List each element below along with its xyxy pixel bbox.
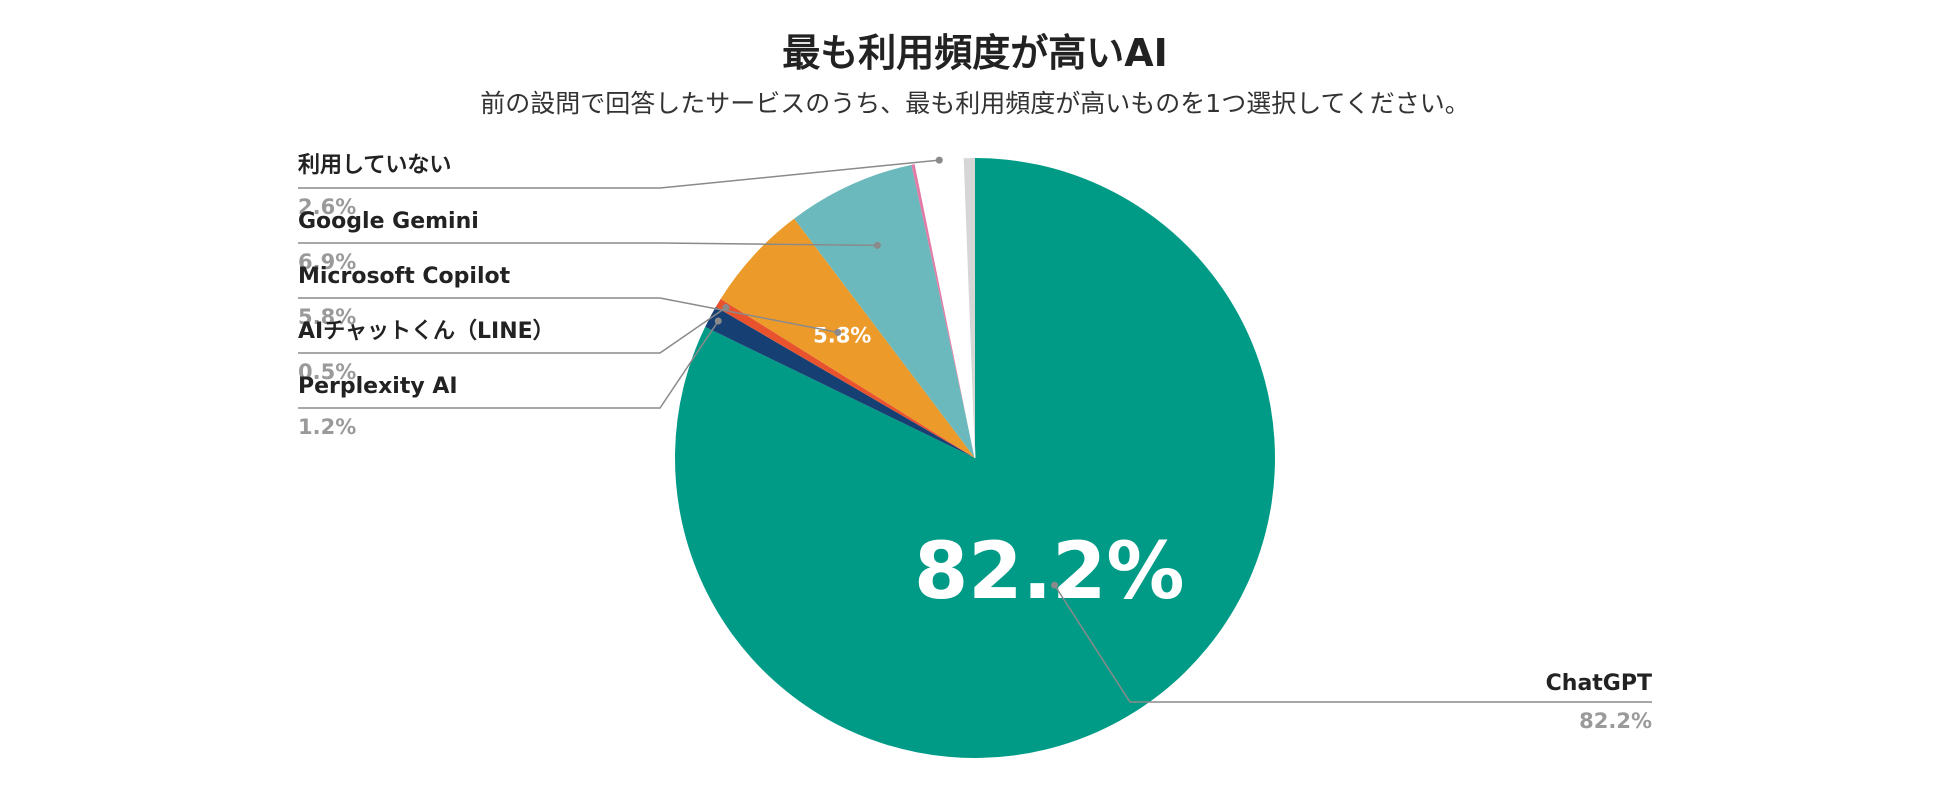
leader-dot	[834, 328, 842, 336]
slice-name-label: 利用していない	[298, 153, 451, 178]
leader-line	[298, 320, 719, 409]
leader-dot	[935, 156, 943, 164]
slice-name-label: ChatGPT	[1546, 671, 1652, 696]
slice-value-label: 5.8%	[813, 323, 871, 347]
leader-dot	[873, 241, 881, 249]
pie-labels: 82.2% 5.8% 利用していない 2.6%Google Gemini 6.9%Mic…	[298, 153, 1652, 733]
slice-name-label: Perplexity AI	[298, 374, 458, 399]
pie-slices	[674, 157, 1275, 758]
pie-slice-ai-line	[715, 298, 975, 458]
leader-dot	[722, 304, 730, 312]
slice-name-label: Microsoft Copilot	[298, 264, 511, 289]
leader-line	[298, 242, 878, 247]
pie-slice-item-7	[963, 158, 975, 458]
chart-subtitle: 前の設問で回答したサービスのうち、最も利用頻度が高いものを1つ選択してください。	[480, 89, 1470, 118]
pie-slice-item-5	[911, 164, 975, 458]
slice-value-label: 82.2%	[914, 527, 1185, 617]
slice-percent-label: 5.8%	[298, 305, 356, 329]
pie-slice-perplexity-ai	[705, 306, 975, 458]
leader-line	[298, 159, 940, 189]
slice-percent-label: 1.2%	[298, 415, 356, 439]
leader-dot	[714, 317, 722, 325]
leader-line	[298, 306, 727, 354]
slice-percent-label: 2.6%	[298, 195, 356, 219]
chart-title: 最も利用頻度が高いAI	[782, 31, 1168, 75]
slice-percent-label: 82.2%	[1579, 709, 1652, 733]
slice-percent-label: 6.9%	[298, 250, 356, 274]
leader-dot	[1051, 581, 1059, 589]
leader-line	[1053, 584, 1652, 703]
pie-slice-google-gemini	[794, 164, 975, 458]
leader-line	[298, 297, 838, 334]
slice-name-label: Google Gemini	[298, 209, 479, 234]
slice-percent-label: 0.5%	[298, 360, 356, 384]
pie-slice-microsoft-copilot	[720, 218, 975, 458]
slice-name-label: AIチャットくん（LINE）	[298, 319, 555, 344]
